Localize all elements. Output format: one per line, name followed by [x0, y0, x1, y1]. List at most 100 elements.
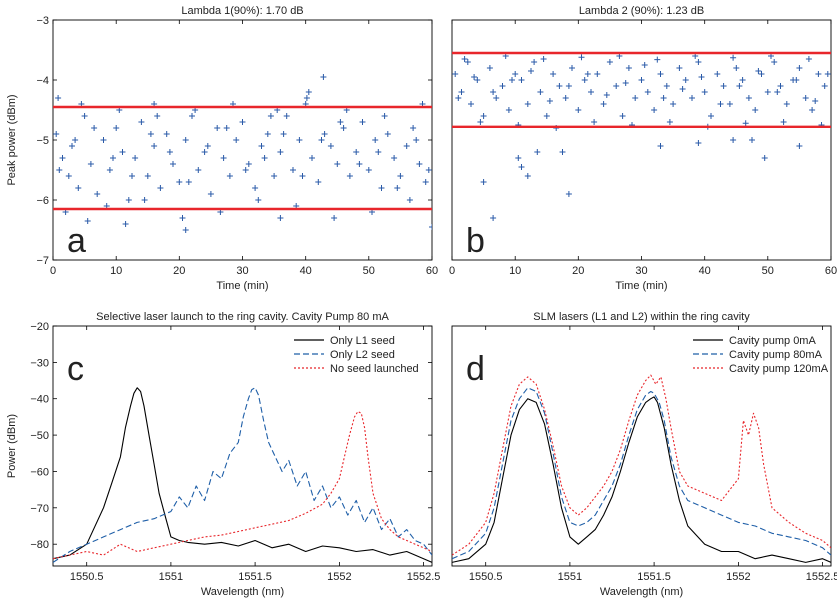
- data-point: [144, 173, 151, 179]
- data-point: [425, 167, 432, 173]
- data-point: [264, 131, 271, 137]
- legend: Only L1 seed Only L2 seed No seed launched: [288, 330, 428, 378]
- data-point: [147, 131, 154, 137]
- data-point: [410, 125, 417, 131]
- data-point: [796, 65, 803, 71]
- data-point: [280, 131, 287, 137]
- x-tick-label: 1551: [159, 571, 183, 583]
- series-line-3: [53, 410, 432, 560]
- data-point: [657, 71, 664, 77]
- x-tick-label: 1552: [726, 571, 750, 583]
- data-point: [613, 83, 620, 89]
- data-point: [821, 83, 828, 89]
- data-point: [245, 161, 252, 167]
- data-point: [138, 119, 145, 125]
- data-point: [334, 161, 341, 167]
- data-point: [512, 71, 519, 77]
- data-point: [771, 59, 778, 65]
- data-point: [632, 95, 639, 101]
- data-point: [619, 113, 626, 119]
- data-point: [381, 113, 388, 119]
- data-point: [733, 65, 740, 71]
- data-point: [277, 215, 284, 221]
- data-point: [110, 155, 116, 161]
- data-point: [641, 62, 648, 68]
- data-point: [461, 56, 468, 62]
- data-point: [565, 191, 572, 197]
- data-point: [141, 197, 148, 203]
- data-point: [651, 107, 658, 113]
- plot-area: [53, 387, 432, 563]
- data-point: [745, 95, 752, 101]
- y-tick-label: −50: [30, 430, 49, 442]
- data-point: [242, 167, 249, 173]
- data-point: [588, 89, 594, 95]
- data-point: [223, 125, 230, 131]
- data-point: [416, 161, 423, 167]
- series-line-1: [452, 396, 831, 563]
- data-point: [638, 77, 645, 83]
- data-point: [682, 77, 689, 83]
- data-point: [53, 131, 60, 137]
- data-point: [515, 155, 522, 161]
- plot-frame: [451, 19, 832, 261]
- data-point: [132, 155, 139, 161]
- chart-title: Selective laser launch to the ring cavit…: [96, 311, 389, 323]
- data-point: [546, 98, 553, 104]
- data-point: [499, 83, 506, 89]
- data-point: [56, 167, 63, 173]
- data-point: [679, 86, 686, 92]
- data-point: [565, 83, 572, 89]
- data-point: [452, 71, 459, 77]
- data-point: [356, 161, 363, 167]
- chart-title: Lambda 1(90%): 1.70 dB: [181, 5, 303, 17]
- data-point: [226, 173, 233, 179]
- x-tick-label: 50: [762, 265, 774, 277]
- data-point: [170, 161, 176, 167]
- data-point: [378, 185, 385, 191]
- data-point: [594, 71, 601, 77]
- data-point: [698, 74, 705, 80]
- data-point: [384, 131, 391, 137]
- data-point: [805, 56, 812, 62]
- data-point: [176, 179, 183, 185]
- data-point: [375, 149, 382, 155]
- data-point: [422, 179, 429, 185]
- data-point: [591, 119, 598, 125]
- legend-label: Cavity pump 80mA: [729, 349, 823, 361]
- data-point: [277, 149, 284, 155]
- data-point: [663, 83, 670, 89]
- x-axis-label: Time (min): [216, 280, 268, 292]
- data-point: [315, 179, 322, 185]
- data-point: [730, 137, 737, 143]
- data-point: [812, 98, 819, 104]
- legend: Cavity pump 0mA Cavity pump 80mA Cavity pu…: [687, 330, 829, 378]
- data-point: [584, 71, 591, 77]
- data-point: [505, 107, 512, 113]
- data-point: [575, 107, 582, 113]
- data-point: [726, 101, 733, 107]
- data-point: [305, 89, 312, 95]
- data-point: [528, 68, 534, 74]
- data-point: [480, 179, 487, 185]
- data-point: [69, 143, 75, 149]
- data-point: [701, 89, 708, 95]
- legend-label: Cavity pump 120mA: [729, 363, 829, 375]
- data-point: [578, 54, 585, 61]
- data-point: [569, 65, 575, 71]
- data-point: [258, 143, 265, 149]
- data-point: [666, 119, 673, 125]
- data-point: [490, 89, 497, 95]
- data-point: [283, 113, 290, 119]
- data-point: [755, 68, 762, 74]
- data-point: [714, 71, 721, 77]
- x-tick-label: 60: [825, 265, 837, 277]
- data-point: [809, 107, 816, 113]
- panel-letter: d: [466, 350, 485, 388]
- data-point: [708, 113, 714, 119]
- legend-label: Only L2 seed: [330, 349, 395, 361]
- data-point: [752, 107, 759, 113]
- data-point: [220, 155, 227, 161]
- data-point: [195, 167, 202, 173]
- data-point: [327, 143, 334, 149]
